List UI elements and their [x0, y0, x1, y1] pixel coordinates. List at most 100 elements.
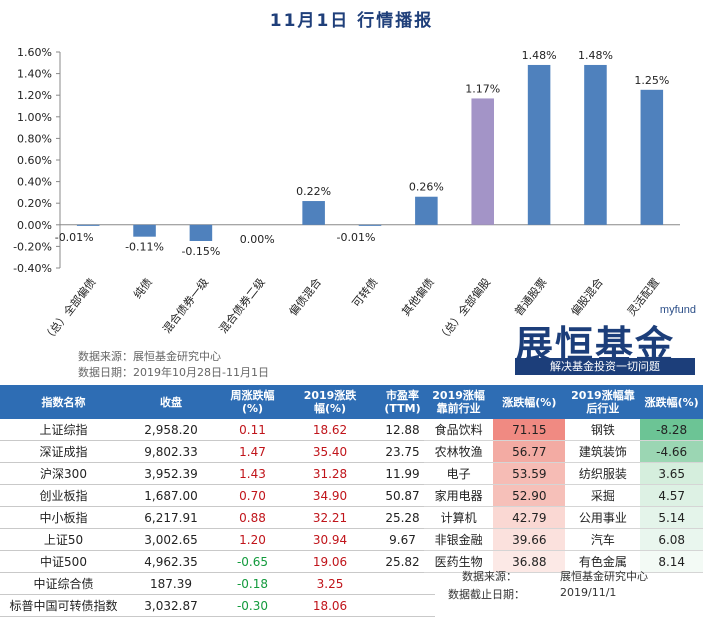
- bar-value-label: 0.26%: [409, 181, 444, 194]
- y-tick-label: 1.00%: [17, 111, 52, 124]
- index-name: 创业板指: [0, 485, 127, 507]
- bottom-industry-name: 公用事业: [565, 507, 640, 529]
- top-industry-name: 家用电器: [424, 485, 493, 507]
- index-year-change: 34.90: [290, 485, 370, 507]
- index-name: 上证综指: [0, 419, 127, 441]
- bottom-industry-change: 5.14: [640, 507, 703, 529]
- industry-header-top: 2019涨幅靠前行业: [424, 385, 493, 419]
- bar: [584, 65, 607, 225]
- index-header-year: 2019涨跌幅(%): [290, 385, 370, 419]
- top-industry-change: 42.79: [493, 507, 565, 529]
- industry-header-bottom-val: 涨跌幅(%): [640, 385, 703, 419]
- bar-value-label: -0.15%: [181, 245, 220, 258]
- top-industry-name: 农林牧渔: [424, 441, 493, 463]
- x-category-label: 混合债券一级: [160, 275, 212, 336]
- index-year-change: 32.21: [290, 507, 370, 529]
- index-header-week: 周涨跌幅(%): [215, 385, 290, 419]
- bottom-industry-name: 建筑装饰: [565, 441, 640, 463]
- footer-source-val: 展恒基金研究中心: [560, 568, 648, 584]
- bar-value-label: 1.17%: [465, 82, 500, 95]
- top-industry-change: 71.15: [493, 419, 565, 441]
- bar: [415, 197, 438, 225]
- index-name: 中证综合债: [0, 573, 127, 595]
- bottom-industry-change: 8.14: [640, 551, 703, 573]
- top-industry-change: 53.59: [493, 463, 565, 485]
- y-tick-label: 1.40%: [17, 68, 52, 81]
- index-close: 6,217.91: [127, 507, 215, 529]
- index-week-change: -0.18: [215, 573, 290, 595]
- index-close: 9,802.33: [127, 441, 215, 463]
- y-tick-label: 0.60%: [17, 154, 52, 167]
- footer-date-val: 2019/11/1: [560, 586, 616, 599]
- top-industry-change: 39.66: [493, 529, 565, 551]
- index-name: 上证50: [0, 529, 127, 551]
- bar: [133, 225, 156, 237]
- index-pe: [370, 595, 435, 617]
- industry-header-bottom: 2019涨幅靠后行业: [565, 385, 640, 419]
- bottom-industry-change: -4.66: [640, 441, 703, 463]
- bar: [190, 225, 213, 241]
- footer-source-key: 数据来源：: [462, 568, 517, 584]
- index-name: 中小板指: [0, 507, 127, 529]
- x-category-label: 纯债: [130, 275, 155, 301]
- index-week-change: -0.65: [215, 551, 290, 573]
- x-category-label: （总）全部偏股: [435, 275, 493, 344]
- y-tick-label: 0.40%: [17, 176, 52, 189]
- bottom-industry-name: 纺织服装: [565, 463, 640, 485]
- x-category-label: 其他偏债: [399, 275, 437, 318]
- index-week-change: -0.30: [215, 595, 290, 617]
- chart-source: 数据来源：展恒基金研究中心: [78, 348, 221, 364]
- industry-table: 2019涨幅靠前行业 涨跌幅(%) 2019涨幅靠后行业 涨跌幅(%) 食品饮料…: [424, 385, 703, 573]
- index-week-change: 0.11: [215, 419, 290, 441]
- index-close: 3,032.87: [127, 595, 215, 617]
- bar: [641, 90, 664, 225]
- bottom-industry-change: 6.08: [640, 529, 703, 551]
- index-year-change: 35.40: [290, 441, 370, 463]
- index-close: 4,962.35: [127, 551, 215, 573]
- bar: [528, 65, 551, 225]
- index-table-header: 指数名称 收盘 周涨跌幅(%) 2019涨跌幅(%) 市盈率(TTM): [0, 385, 435, 419]
- top-industry-name: 非银金融: [424, 529, 493, 551]
- bar-value-label: 1.48%: [522, 49, 557, 62]
- top-industry-name: 食品饮料: [424, 419, 493, 441]
- bar: [77, 225, 100, 226]
- index-week-change: 1.47: [215, 441, 290, 463]
- x-category-label: （总）全部偏债: [40, 275, 98, 344]
- index-week-change: 0.70: [215, 485, 290, 507]
- footer-date-key: 数据截止日期：: [448, 586, 525, 602]
- y-tick-label: 0.20%: [17, 197, 52, 210]
- bar-value-label: 1.25%: [634, 74, 669, 87]
- bottom-industry-name: 采掘: [565, 485, 640, 507]
- bar: [471, 98, 494, 224]
- page-title: 11月1日 行情播报: [0, 6, 703, 31]
- index-year-change: 3.25: [290, 573, 370, 595]
- bottom-industry-name: 汽车: [565, 529, 640, 551]
- index-close: 1,687.00: [127, 485, 215, 507]
- bar-value-label: -0.01%: [55, 231, 94, 244]
- brand-logo: myfund 展恒基金 解决基金投资一切问题: [513, 304, 698, 376]
- index-year-change: 18.62: [290, 419, 370, 441]
- index-year-change: 19.06: [290, 551, 370, 573]
- index-name: 中证500: [0, 551, 127, 573]
- x-category-label: 可转债: [349, 275, 380, 310]
- index-year-change: 18.06: [290, 595, 370, 617]
- y-tick-label: 0.80%: [17, 132, 52, 145]
- index-week-change: 1.43: [215, 463, 290, 485]
- bottom-industry-change: 3.65: [640, 463, 703, 485]
- bottom-industry-change: 4.57: [640, 485, 703, 507]
- index-close: 2,958.20: [127, 419, 215, 441]
- x-category-label: 偏债混合: [286, 275, 324, 318]
- bar: [359, 225, 382, 226]
- index-name: 标普中国可转债指数: [0, 595, 127, 617]
- index-name: 沪深300: [0, 463, 127, 485]
